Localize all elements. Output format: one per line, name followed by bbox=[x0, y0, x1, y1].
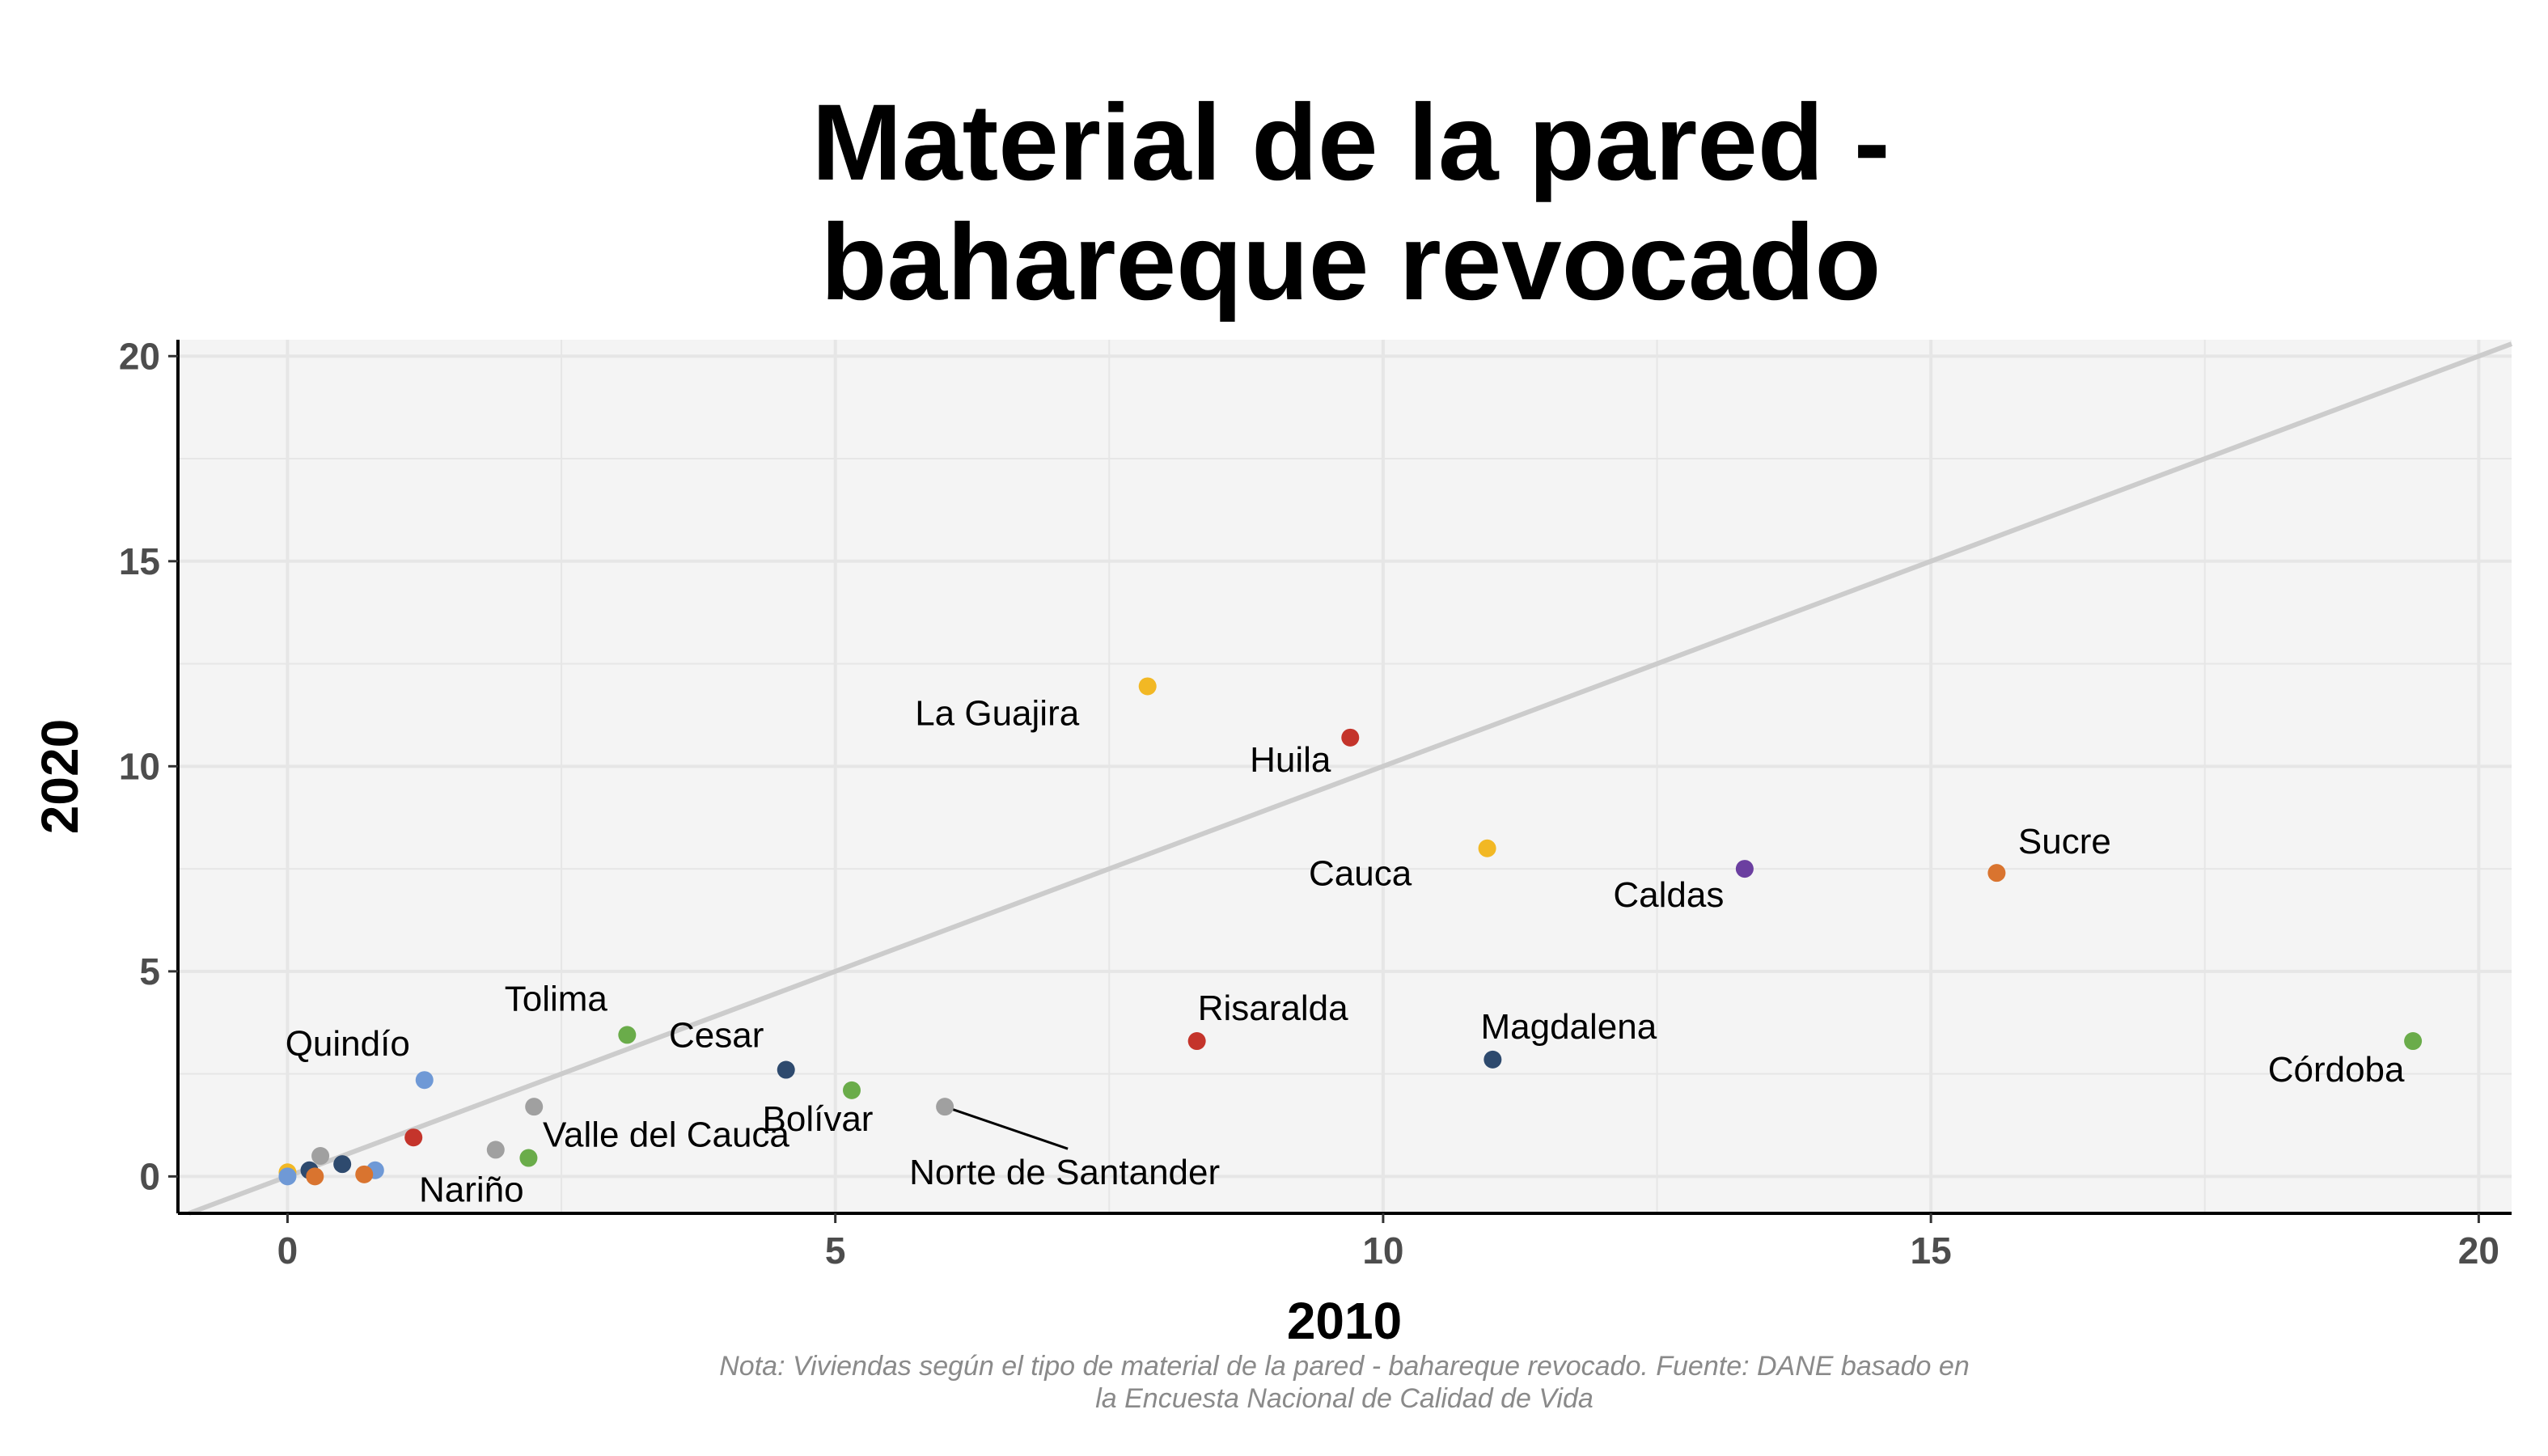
data-point-quindío bbox=[415, 1071, 434, 1090]
y-tick-label: 0 bbox=[139, 1155, 160, 1197]
x-tick-label: 5 bbox=[825, 1230, 846, 1272]
chart-title-line-2: bahareque revocado bbox=[821, 202, 1881, 323]
reference-line-y-equals-x bbox=[188, 341, 2513, 1216]
y-tick-label: 5 bbox=[139, 950, 160, 993]
y-axis-ticks: 0 5 10 15 20 bbox=[119, 335, 178, 1197]
data-point bbox=[404, 1128, 423, 1147]
data-point-norte-de-santander bbox=[936, 1098, 954, 1116]
x-tick-label: 20 bbox=[2458, 1230, 2499, 1272]
data-point bbox=[333, 1155, 352, 1174]
x-axis-title: 2010 bbox=[1287, 1292, 1402, 1350]
x-tick-label: 10 bbox=[1362, 1230, 1403, 1272]
point-label: Norte de Santander bbox=[909, 1153, 1220, 1192]
point-label: Cauca bbox=[1309, 854, 1412, 894]
point-label: Tolima bbox=[505, 979, 608, 1018]
y-tick-label: 10 bbox=[119, 745, 160, 787]
data-point-caldas bbox=[1735, 860, 1754, 878]
point-label: Risaralda bbox=[1198, 988, 1348, 1028]
data-point-huila bbox=[1341, 728, 1360, 747]
data-point bbox=[525, 1098, 544, 1116]
data-point-risaralda bbox=[1187, 1032, 1206, 1051]
data-point-córdoba bbox=[2404, 1032, 2423, 1051]
y-tick-label: 20 bbox=[119, 335, 160, 377]
y-tick-label: 15 bbox=[119, 540, 160, 582]
point-label: Sucre bbox=[2018, 822, 2111, 861]
point-label: Córdoba bbox=[2268, 1050, 2405, 1090]
point-label: Caldas bbox=[1613, 875, 1724, 915]
point-label: Nariño bbox=[419, 1170, 524, 1209]
x-tick-label: 0 bbox=[277, 1230, 298, 1272]
data-point-bolívar bbox=[842, 1081, 861, 1099]
data-point-sucre bbox=[1987, 864, 2006, 882]
data-point-cauca bbox=[1478, 839, 1496, 857]
data-point bbox=[278, 1167, 297, 1186]
data-point-nariño bbox=[486, 1141, 505, 1159]
data-point bbox=[306, 1167, 324, 1186]
caption-line-1: Nota: Viviendas según el tipo de materia… bbox=[719, 1351, 1969, 1382]
data-points bbox=[278, 677, 2423, 1186]
data-point bbox=[311, 1147, 330, 1166]
chart-title-line-1: Material de la pared - bbox=[812, 83, 1890, 203]
data-point-cesar bbox=[777, 1060, 795, 1079]
y-axis-title: 2020 bbox=[31, 719, 89, 834]
point-label: Huila bbox=[1250, 740, 1331, 780]
caption-line-2: la Encuesta Nacional de Calidad de Vida bbox=[1095, 1383, 1594, 1414]
point-label: Quindío bbox=[286, 1024, 410, 1064]
x-tick-label: 15 bbox=[1911, 1230, 1952, 1272]
point-label: Magdalena bbox=[1480, 1007, 1657, 1047]
point-label: Cesar bbox=[669, 1016, 764, 1056]
data-point-la-guajira bbox=[1138, 677, 1157, 696]
x-axis-ticks: 0 5 10 15 20 bbox=[277, 1213, 2499, 1272]
data-point-magdalena bbox=[1484, 1050, 1502, 1069]
label-leaders bbox=[944, 1105, 1069, 1150]
data-point-tolima bbox=[618, 1026, 637, 1044]
point-label: Bolívar bbox=[763, 1099, 874, 1139]
data-point bbox=[355, 1165, 374, 1183]
point-label: La Guajira bbox=[915, 693, 1080, 733]
data-point-valle-del-cauca bbox=[519, 1149, 538, 1167]
point-label: Valle del Cauca bbox=[543, 1115, 789, 1155]
point-labels: La Guajira Huila Cauca Caldas Sucre Córdoba Ri… bbox=[286, 693, 2405, 1209]
plot-panel bbox=[178, 340, 2512, 1213]
label-leader-line bbox=[944, 1105, 1069, 1150]
